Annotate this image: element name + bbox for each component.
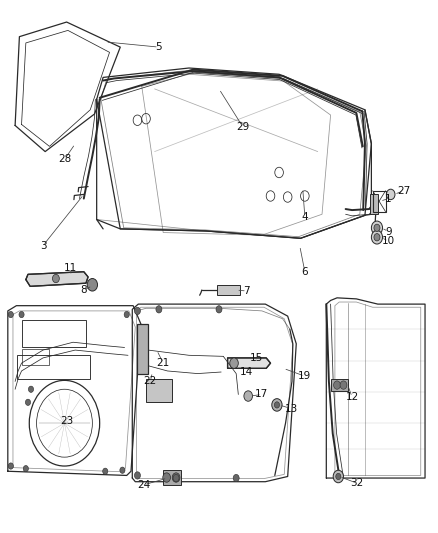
Circle shape: [374, 224, 380, 231]
Circle shape: [244, 391, 252, 401]
Circle shape: [172, 473, 180, 482]
Text: 13: 13: [285, 403, 298, 414]
Bar: [138, 324, 148, 374]
Circle shape: [274, 402, 279, 408]
Circle shape: [134, 472, 141, 479]
Text: 24: 24: [137, 480, 151, 490]
Circle shape: [216, 306, 222, 313]
Text: 23: 23: [60, 416, 73, 425]
Circle shape: [163, 473, 170, 482]
Text: 3: 3: [40, 240, 46, 251]
Text: 22: 22: [144, 376, 157, 386]
Circle shape: [19, 311, 24, 318]
Circle shape: [102, 468, 108, 474]
Text: 6: 6: [301, 266, 308, 277]
Text: 1: 1: [385, 193, 392, 204]
Circle shape: [386, 189, 395, 200]
Bar: [17, 356, 90, 379]
Circle shape: [124, 311, 129, 318]
Text: 17: 17: [255, 390, 268, 399]
Text: 19: 19: [298, 371, 311, 381]
Circle shape: [8, 463, 14, 469]
Circle shape: [28, 386, 34, 392]
Polygon shape: [26, 272, 88, 286]
Circle shape: [333, 470, 343, 483]
Circle shape: [8, 311, 14, 318]
Text: 7: 7: [244, 286, 250, 296]
Circle shape: [230, 358, 238, 368]
Text: 11: 11: [64, 263, 78, 272]
Circle shape: [53, 274, 59, 282]
Circle shape: [371, 221, 382, 235]
Polygon shape: [228, 358, 271, 368]
Circle shape: [334, 381, 340, 389]
Text: 32: 32: [350, 478, 364, 488]
Circle shape: [173, 474, 179, 482]
Text: 27: 27: [397, 186, 410, 196]
Text: 29: 29: [236, 122, 249, 132]
Bar: [146, 379, 172, 402]
Text: 12: 12: [346, 392, 359, 402]
Bar: [163, 470, 181, 485]
Bar: [217, 285, 240, 295]
Circle shape: [233, 474, 239, 482]
Text: 4: 4: [301, 212, 308, 222]
Bar: [332, 379, 348, 391]
Circle shape: [374, 233, 380, 241]
Circle shape: [156, 306, 162, 313]
Circle shape: [371, 230, 382, 244]
Text: 28: 28: [58, 155, 71, 164]
Text: 14: 14: [240, 367, 254, 377]
Text: 10: 10: [382, 237, 395, 246]
Circle shape: [23, 465, 28, 472]
Circle shape: [340, 381, 347, 389]
Text: 9: 9: [385, 227, 392, 237]
Circle shape: [25, 399, 31, 406]
Bar: [370, 195, 378, 214]
Text: 8: 8: [81, 285, 87, 295]
Circle shape: [272, 399, 282, 411]
Circle shape: [134, 307, 141, 314]
Text: 21: 21: [156, 358, 170, 368]
Circle shape: [336, 473, 341, 480]
Bar: [21, 349, 49, 365]
Circle shape: [120, 467, 125, 473]
Text: 5: 5: [155, 42, 162, 52]
Bar: [21, 320, 86, 348]
Text: 15: 15: [250, 353, 263, 363]
Bar: [373, 191, 385, 212]
Circle shape: [87, 279, 98, 291]
